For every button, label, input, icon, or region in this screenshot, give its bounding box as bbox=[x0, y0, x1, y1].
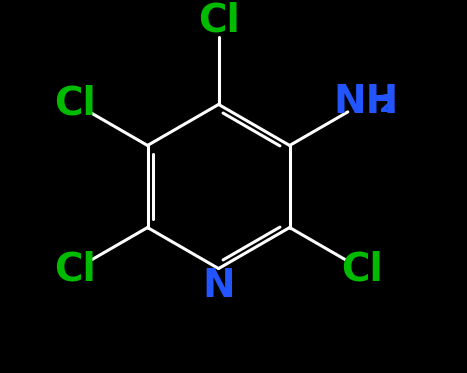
Text: Cl: Cl bbox=[341, 251, 383, 288]
Text: 2: 2 bbox=[379, 93, 396, 117]
Text: Cl: Cl bbox=[198, 1, 240, 40]
Text: Cl: Cl bbox=[54, 85, 96, 122]
Text: NH: NH bbox=[333, 83, 398, 120]
Text: N: N bbox=[202, 267, 235, 305]
Text: Cl: Cl bbox=[54, 251, 96, 288]
